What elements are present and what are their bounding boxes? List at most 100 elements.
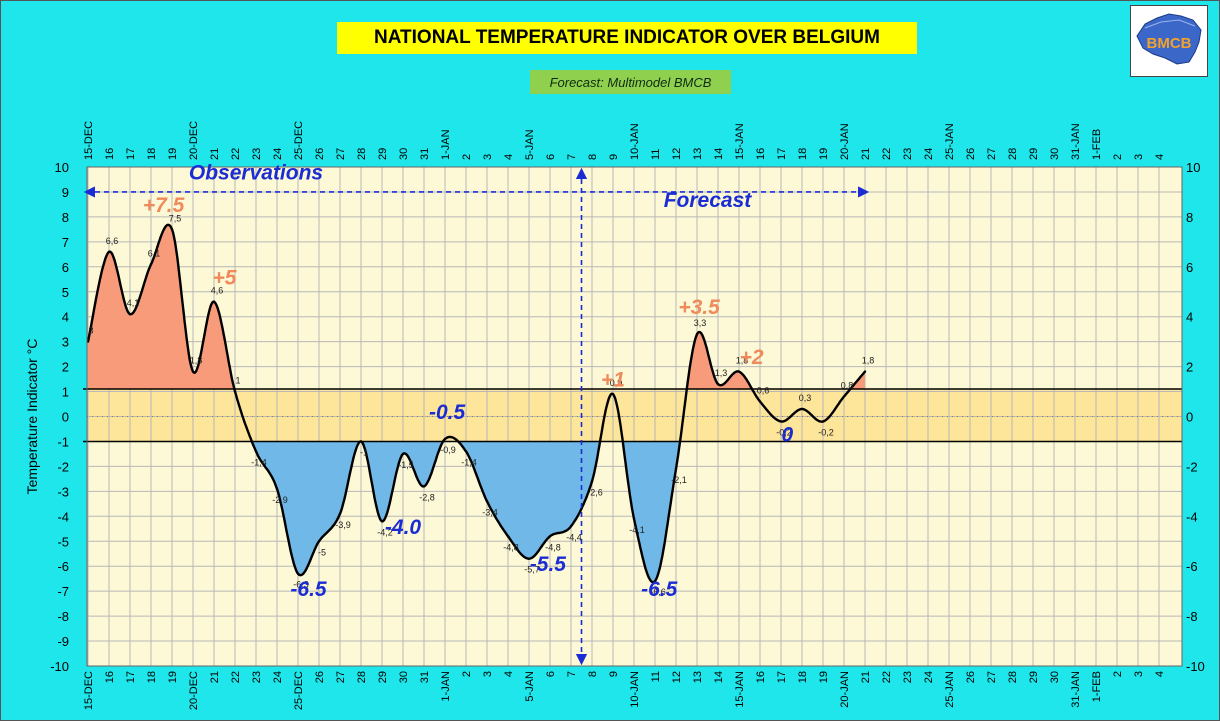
y-tick-label: -6 bbox=[57, 559, 69, 574]
x-tick-label-bottom: 4 bbox=[1154, 671, 1166, 677]
series-point bbox=[275, 487, 279, 491]
annotation-label: 0 bbox=[781, 423, 793, 446]
x-tick-label-top: 2 bbox=[461, 154, 473, 160]
subtitle-banner: Forecast: Multimodel BMCB bbox=[530, 70, 731, 94]
x-tick-label-bottom: 6 bbox=[545, 671, 557, 677]
x-tick-label-top: 21 bbox=[860, 148, 872, 160]
x-tick-label-bottom: 16 bbox=[755, 671, 767, 683]
y-tick-label: 7 bbox=[62, 235, 69, 250]
point-label: 1,3 bbox=[715, 368, 728, 378]
x-tick-label-top: 20-JAN bbox=[839, 123, 851, 160]
positive-anomaly-area bbox=[88, 224, 865, 390]
x-tick-label-top: 17 bbox=[776, 148, 788, 160]
x-tick-label-top: 22 bbox=[881, 148, 893, 160]
y2-tick-label: 10 bbox=[1186, 160, 1200, 175]
x-tick-label-top: 15-DEC bbox=[83, 121, 95, 160]
x-tick-label-bottom: 26 bbox=[965, 671, 977, 683]
point-label: -1,5 bbox=[398, 460, 414, 470]
x-tick-label-bottom: 23 bbox=[251, 671, 263, 683]
y2-tick-label: 8 bbox=[1186, 210, 1193, 225]
y-tick-label: 2 bbox=[62, 360, 69, 375]
x-tick-label-bottom: 18 bbox=[797, 671, 809, 683]
x-tick-label-top: 31-JAN bbox=[1070, 123, 1082, 160]
y-tick-label: 10 bbox=[55, 160, 69, 175]
x-tick-label-top: 24 bbox=[272, 148, 284, 160]
x-tick-label-top: 5-JAN bbox=[524, 129, 536, 160]
x-tick-label-top: 16 bbox=[755, 148, 767, 160]
y-tick-label: 5 bbox=[62, 285, 69, 300]
x-tick-label-bottom: 16 bbox=[104, 671, 116, 683]
x-tick-label-top: 11 bbox=[650, 149, 662, 160]
y2-tick-label: -4 bbox=[1186, 509, 1198, 524]
point-label: 1,8 bbox=[862, 356, 875, 366]
y-tick-label: 3 bbox=[62, 335, 69, 350]
x-tick-label-top: 31 bbox=[419, 148, 431, 160]
x-tick-label-top: 3 bbox=[482, 154, 494, 160]
x-tick-label-bottom: 14 bbox=[713, 671, 725, 683]
x-tick-label-top: 25-DEC bbox=[293, 121, 305, 160]
point-label: 0,3 bbox=[799, 393, 812, 403]
x-tick-label-bottom: 24 bbox=[272, 671, 284, 683]
annotation-label: +7.5 bbox=[143, 194, 185, 217]
y-tick-label: -8 bbox=[57, 609, 69, 624]
point-label: -1,4 bbox=[461, 457, 477, 467]
y2-tick-label: -8 bbox=[1186, 609, 1198, 624]
y-tick-label: -5 bbox=[57, 534, 69, 549]
x-tick-label-top: 18 bbox=[146, 148, 158, 160]
series-point bbox=[107, 250, 111, 254]
x-tick-label-top: 23 bbox=[902, 148, 914, 160]
bmcb-logo: BMCB bbox=[1130, 5, 1208, 77]
x-tick-label-top: 21 bbox=[209, 148, 221, 160]
x-tick-label-bottom: 3 bbox=[1133, 671, 1145, 677]
point-label: -0,9 bbox=[440, 445, 456, 455]
annotation-label: Observations bbox=[189, 161, 323, 184]
point-label: 6,1 bbox=[148, 248, 161, 258]
x-tick-label-top: 9 bbox=[608, 154, 620, 160]
x-tick-label-bottom: 21 bbox=[860, 671, 872, 683]
point-label: 6,6 bbox=[106, 236, 119, 246]
y-axis-label: Temperature Indicator °C bbox=[24, 339, 40, 495]
series-point bbox=[380, 520, 384, 523]
annotation-label: +1 bbox=[601, 369, 625, 392]
x-tick-label-top: 1-FEB bbox=[1091, 129, 1103, 160]
x-tick-label-bottom: 20-JAN bbox=[839, 671, 851, 708]
y2-tick-label: -10 bbox=[1186, 659, 1205, 674]
x-tick-label-top: 23 bbox=[251, 148, 263, 160]
point-label: -5 bbox=[318, 547, 326, 557]
x-tick-label-bottom: 7 bbox=[566, 671, 578, 677]
x-tick-label-bottom: 26 bbox=[314, 671, 326, 683]
point-label: -5,7 bbox=[524, 565, 540, 575]
point-label: 0,9 bbox=[610, 378, 623, 388]
negative-anomaly-area bbox=[251, 441, 681, 583]
x-tick-label-top: 14 bbox=[713, 148, 725, 160]
series-point bbox=[443, 437, 447, 441]
axis-layer: -10-9-8-7-6-5-4-3-2-1012345678910-10-8-6… bbox=[50, 121, 1205, 710]
point-label: -3,4 bbox=[482, 507, 498, 517]
x-tick-label-top: 29 bbox=[1028, 148, 1040, 160]
series-point bbox=[695, 332, 699, 336]
x-tick-label-bottom: 18 bbox=[146, 671, 158, 683]
y-tick-label: 0 bbox=[62, 410, 69, 425]
y-tick-label: 9 bbox=[62, 185, 69, 200]
point-label: 7,5 bbox=[169, 213, 182, 223]
x-tick-label-top: 30 bbox=[1049, 148, 1061, 160]
point-label: 1 bbox=[235, 376, 240, 386]
series-point bbox=[527, 557, 531, 560]
point-label: -2,8 bbox=[419, 492, 435, 502]
x-tick-label-top: 30 bbox=[398, 148, 410, 160]
series-point bbox=[317, 540, 321, 543]
series-point bbox=[842, 395, 846, 398]
x-tick-label-top: 10-JAN bbox=[629, 123, 641, 160]
point-label: 0,6 bbox=[757, 386, 770, 396]
series-point bbox=[716, 382, 720, 386]
y-tick-label: -2 bbox=[57, 459, 69, 474]
annotation-label: -0.5 bbox=[429, 401, 466, 424]
x-tick-label-bottom: 31 bbox=[419, 671, 431, 683]
series-point bbox=[128, 313, 132, 316]
x-tick-label-bottom: 13 bbox=[692, 671, 704, 683]
x-tick-label-top: 17 bbox=[125, 148, 137, 160]
x-tick-label-bottom: 2 bbox=[461, 671, 473, 677]
title-banner: NATIONAL TEMPERATURE INDICATOR OVER BELG… bbox=[337, 22, 917, 54]
point-label: -0,2 bbox=[818, 427, 834, 437]
x-tick-label-bottom: 28 bbox=[1007, 671, 1019, 683]
